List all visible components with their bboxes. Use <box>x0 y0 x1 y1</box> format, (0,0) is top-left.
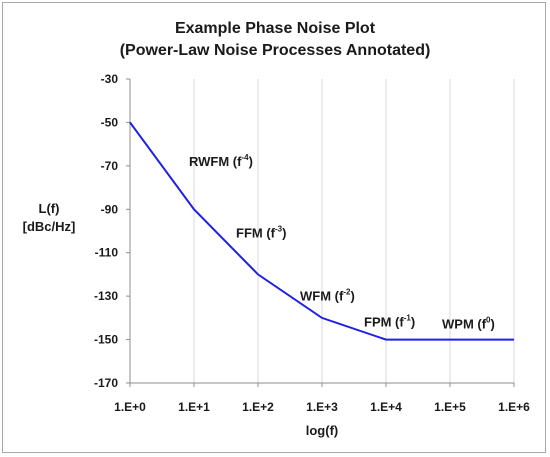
y-tick-labels: -30 -50 -70 -90 -110 -130 -150 -170 <box>94 72 130 390</box>
annotation-label: FFM (f-3) <box>236 225 286 241</box>
chart-frame: Example Phase Noise Plot (Power-Law Noise… <box>2 2 546 453</box>
y-tick-label: -70 <box>101 159 119 173</box>
x-tick-label: 1.E+0 <box>114 400 146 414</box>
y-tick-label: -110 <box>95 246 119 260</box>
y-tick-label: -170 <box>94 376 118 390</box>
y-tick-label: -30 <box>101 72 119 86</box>
series-group <box>129 121 514 341</box>
x-tick-label: 1.E+6 <box>498 400 530 414</box>
grid-lines <box>193 79 515 383</box>
series-line-1 <box>129 121 514 341</box>
x-tick-labels: 1.E+0 1.E+1 1.E+2 1.E+3 1.E+4 1.E+5 1.E+6 <box>114 383 530 414</box>
x-tick-label: 1.E+1 <box>178 400 210 414</box>
x-tick-label: 1.E+5 <box>434 400 466 414</box>
y-axis-label-line-1: L(f) <box>39 201 60 216</box>
y-tick-label: -50 <box>101 115 119 129</box>
x-axis-label: log(f) <box>306 423 338 438</box>
chart-title: Example Phase Noise Plot (Power-Law Noise… <box>120 20 431 59</box>
y-tick-label: -130 <box>94 289 118 303</box>
x-tick-label: 1.E+3 <box>306 400 338 414</box>
annotation-label: WFM (f-2) <box>300 287 355 303</box>
annotations: RWFM (f-4) FFM (f-3) WFM (f-2) FPM (f-1) WPM… <box>189 153 495 332</box>
y-tick-label: -90 <box>101 202 119 216</box>
chart-title-line-2: (Power-Law Noise Processes Annotated) <box>120 42 431 59</box>
y-tick-label: -150 <box>94 333 118 347</box>
annotation-label: RWFM (f-4) <box>189 153 253 169</box>
annotation-label: FPM (f-1) <box>364 314 415 330</box>
x-tick-label: 1.E+2 <box>242 400 274 414</box>
chart-title-line-1: Example Phase Noise Plot <box>175 20 376 37</box>
phase-noise-chart: Example Phase Noise Plot (Power-Law Noise… <box>23 20 531 438</box>
y-axis-label-line-2: [dBc/Hz] <box>23 219 76 234</box>
x-tick-label: 1.E+4 <box>370 400 402 414</box>
y-axis-label: L(f) [dBc/Hz] <box>23 201 76 234</box>
annotation-label: WPM (f0) <box>442 316 495 332</box>
